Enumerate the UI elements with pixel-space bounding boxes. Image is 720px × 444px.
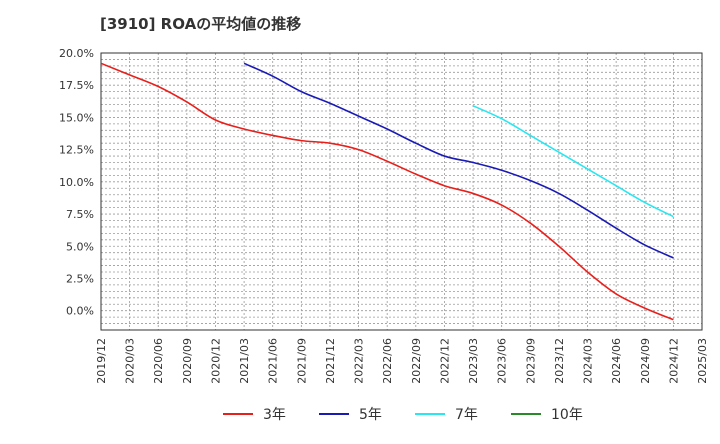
- data-point: [100, 62, 102, 64]
- data-point: [243, 128, 245, 130]
- x-tick-label: 2024/09: [639, 338, 652, 384]
- y-tick-label: 5.0%: [66, 240, 94, 253]
- data-point: [672, 257, 674, 259]
- x-tick-label: 2021/06: [267, 338, 280, 384]
- data-point: [472, 105, 474, 107]
- data-point: [615, 185, 617, 187]
- data-point: [500, 118, 502, 120]
- data-point: [415, 142, 417, 144]
- data-point: [272, 75, 274, 77]
- data-point: [529, 134, 531, 136]
- data-point: [672, 215, 674, 217]
- x-tick-label: 2023/12: [553, 338, 566, 384]
- data-point: [586, 168, 588, 170]
- x-tick-label: 2021/09: [295, 338, 308, 384]
- data-point: [357, 148, 359, 150]
- x-tick-label: 2020/12: [209, 338, 222, 384]
- legend-label: 3年: [263, 407, 286, 423]
- data-point: [500, 204, 502, 206]
- series-line-3: [472, 105, 674, 218]
- data-point: [558, 151, 560, 153]
- y-tick-label: 17.5%: [59, 79, 94, 92]
- x-tick-label: 2022/03: [353, 338, 366, 384]
- series-line-2: [243, 62, 674, 259]
- x-tick-label: 2021/03: [238, 338, 251, 384]
- data-point: [243, 62, 245, 64]
- legend-label: 10年: [551, 407, 583, 423]
- x-tick-label: 2023/06: [496, 338, 509, 384]
- data-point: [529, 179, 531, 181]
- data-point: [558, 192, 560, 194]
- data-point: [300, 90, 302, 92]
- y-tick-label: 2.5%: [66, 272, 94, 285]
- data-point: [644, 307, 646, 309]
- series-line-1: [100, 62, 674, 321]
- data-point: [529, 222, 531, 224]
- chart-title: [3910] ROAの平均値の推移: [100, 15, 302, 33]
- x-tick-label: 2020/09: [181, 338, 194, 384]
- data-point: [472, 161, 474, 163]
- plot-area: [101, 53, 702, 330]
- data-point: [386, 128, 388, 130]
- x-tick-label: 2022/12: [438, 338, 451, 384]
- y-tick-label: 7.5%: [66, 208, 94, 221]
- data-point: [615, 227, 617, 229]
- legend-label: 7年: [455, 407, 478, 423]
- data-point: [186, 101, 188, 103]
- plot-frame: [100, 52, 703, 331]
- data-point: [586, 271, 588, 273]
- x-tick-label: 2021/12: [324, 338, 337, 384]
- data-point: [300, 139, 302, 141]
- x-tick-label: 2022/09: [410, 338, 423, 384]
- x-tick-label: 2020/03: [124, 338, 137, 384]
- x-tick-label: 2019/12: [95, 338, 108, 384]
- x-tick-label: 2025/03: [696, 338, 709, 384]
- data-point: [672, 318, 674, 320]
- data-point: [415, 173, 417, 175]
- data-point: [272, 134, 274, 136]
- y-tick-label: 0.0%: [66, 305, 94, 318]
- x-tick-label: 2020/06: [152, 338, 165, 384]
- legend-label: 5年: [359, 407, 382, 423]
- data-point: [644, 201, 646, 203]
- data-point: [443, 155, 445, 157]
- data-point: [386, 160, 388, 162]
- x-tick-label: 2023/03: [467, 338, 480, 384]
- data-point: [558, 245, 560, 247]
- y-tick-label: 10.0%: [59, 176, 94, 189]
- data-point: [500, 169, 502, 171]
- x-tick-label: 2024/12: [667, 338, 680, 384]
- data-point: [644, 244, 646, 246]
- y-tick-label: 15.0%: [59, 111, 94, 124]
- data-point: [472, 192, 474, 194]
- data-point: [443, 185, 445, 187]
- x-tick-label: 2024/03: [582, 338, 595, 384]
- data-point: [586, 209, 588, 211]
- data-point: [329, 142, 331, 144]
- data-point: [214, 119, 216, 121]
- x-tick-label: 2023/09: [524, 338, 537, 384]
- x-tick-label: 2024/06: [610, 338, 623, 384]
- data-point: [357, 115, 359, 117]
- y-tick-label: 20.0%: [59, 47, 94, 60]
- data-point: [128, 74, 130, 76]
- data-point: [615, 293, 617, 295]
- data-point: [329, 102, 331, 104]
- x-tick-label: 2022/06: [381, 338, 394, 384]
- data-point: [157, 85, 159, 87]
- y-tick-label: 12.5%: [59, 144, 94, 157]
